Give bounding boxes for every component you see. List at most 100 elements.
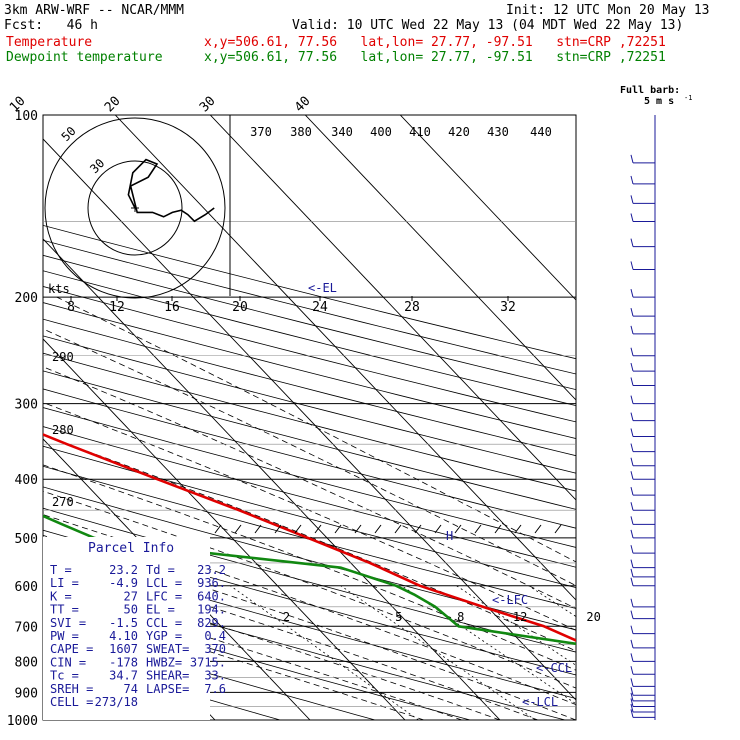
parcel-label: Tc = (50, 669, 79, 683)
pressure-label: 700 (15, 620, 38, 635)
speed-label: 20 (232, 300, 248, 315)
axis-labels: 25812201002003004005006007008009001000-8… (7, 94, 601, 729)
parcel-value: -4.9 (109, 576, 138, 590)
hodograph-ring-label: 50 (59, 124, 79, 144)
wind-barb (630, 502, 655, 511)
parcel-label: LCL = (146, 576, 182, 590)
surface-tick (254, 524, 262, 534)
wind-barb (630, 666, 655, 675)
parcel-value: 640. (197, 589, 226, 603)
temperature-legend-label: Temperature (6, 35, 93, 50)
theta-side-label: 290 (52, 350, 74, 364)
surface-tick (234, 524, 242, 534)
surface-tick (394, 524, 402, 534)
wind-barb (630, 238, 655, 248)
valid-time: Valid: 10 UTC Wed 22 May 13 (04 MDT Wed … (292, 18, 684, 33)
lcl-label: <-LCL (522, 695, 558, 709)
speed-label: 12 (109, 300, 125, 315)
parcel-info-box (43, 537, 210, 720)
surface-tick (314, 524, 322, 534)
wind-barb (630, 516, 655, 525)
surface-tick (514, 524, 522, 534)
parcel-label: TT = (50, 603, 79, 617)
wind-barb (630, 377, 655, 387)
model-title: 3km ARW-WRF -- NCAR/MMM (4, 3, 185, 18)
parcel-label: LAPSE= (146, 682, 189, 696)
parcel-value: -178 (109, 655, 138, 669)
parcel-label: SHEAR= (146, 669, 189, 683)
mixing-ratio-label: 20 (586, 610, 600, 624)
wind-barb (630, 289, 655, 298)
mixing-ratio-line (340, 585, 536, 720)
mixing-ratio-label: 2 (283, 610, 290, 624)
parcel-label: SREH = (50, 682, 93, 696)
isotherm-label: 20 (102, 94, 124, 116)
isotherm-line (209, 115, 576, 501)
parcel-value: 3715. (190, 655, 226, 669)
wind-barb (630, 678, 655, 687)
init-time: Init: 12 UTC Mon 20 May 13 (506, 3, 710, 18)
wind-barb (630, 577, 655, 587)
mixing-ratio-label: 5 (395, 610, 402, 624)
wind-barb (630, 412, 655, 422)
profile-lines (43, 433, 576, 646)
parcel-value: -1.5 (109, 616, 138, 630)
theta-label: 370 (250, 125, 272, 139)
profile-dewpoint-temperature (43, 514, 576, 646)
barb-legend-exponent: -1 (684, 94, 692, 102)
isotherm-line (43, 138, 576, 701)
wind-barb (630, 443, 655, 453)
parcel-value: 74 (124, 682, 138, 696)
barb-legend-title: Full barb: (620, 85, 680, 96)
pressure-label: 800 (15, 655, 38, 670)
wind-barb (630, 709, 655, 718)
theta-label: 340 (331, 125, 353, 139)
pressure-label: 1000 (7, 714, 38, 729)
parcel-label: CCL = (146, 616, 182, 630)
theta-label: 380 (290, 125, 312, 139)
speed-label: 32 (500, 300, 516, 315)
wind-barbs (214, 115, 656, 720)
theta-label: 410 (409, 125, 431, 139)
isotherm-line (43, 238, 501, 720)
wind-barb (630, 428, 655, 438)
surface-tick (494, 524, 502, 534)
theta-label: 400 (370, 125, 392, 139)
mixing-ratio-line (230, 585, 419, 720)
wind-barb (630, 457, 655, 467)
wind-barb (630, 213, 655, 223)
pressure-label: 200 (15, 291, 38, 306)
theta-side-label: 270 (52, 495, 74, 509)
parcel-label: CELL = (50, 695, 93, 709)
wind-barb (630, 529, 655, 539)
pressure-label: 600 (15, 580, 38, 595)
parcel-label: CIN = (50, 655, 86, 669)
wind-barb (630, 362, 655, 372)
parcel-value: 0.4 (204, 629, 226, 643)
parcel-label: CAPE = (50, 642, 93, 656)
parcel-label: Td = (146, 563, 175, 577)
moist-adiabat (43, 366, 576, 609)
surface-tick (554, 524, 562, 534)
pressure-label: 900 (15, 686, 38, 701)
dewpoint-legend-label: Dewpoint temperature (6, 50, 163, 65)
pressure-label: 100 (15, 109, 38, 124)
speed-unit-label: kts (48, 282, 70, 296)
hodograph: 50 30 (44, 115, 231, 299)
wind-barb (630, 687, 655, 696)
wind-barb (630, 325, 655, 335)
wind-barb (630, 639, 655, 649)
wind-barb (630, 175, 655, 185)
wind-barb (630, 545, 655, 554)
wind-barb (630, 698, 655, 708)
parcel-value: 34.7 (109, 669, 138, 683)
surface-tick (334, 524, 342, 534)
wind-barb (630, 559, 655, 569)
parcel-value: 27 (124, 589, 138, 603)
temperature-location-info: x,y=506.61, 77.56 lat,lon= 27.77, -97.51… (204, 35, 666, 50)
isotherm-line (114, 115, 576, 601)
mixing-ratio-label: 12 (513, 610, 527, 624)
wind-barb (630, 598, 655, 608)
parcel-value: 7.6 (204, 682, 226, 696)
